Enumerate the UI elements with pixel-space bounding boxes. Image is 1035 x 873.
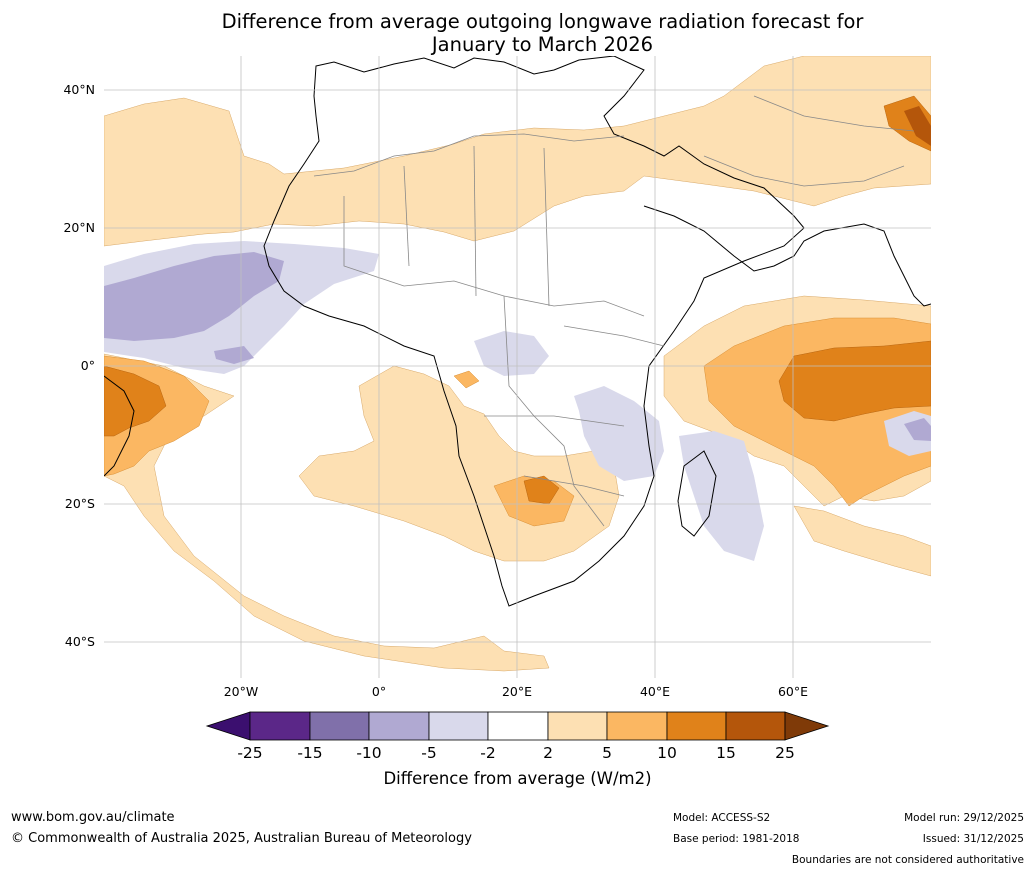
issued-date: Issued: 31/12/2025: [922, 833, 1024, 845]
colorbar-segment: [428, 711, 489, 741]
anomaly-negative-light: [104, 241, 931, 561]
colorbar-extend-high: [784, 711, 830, 741]
country-borders: [313, 95, 915, 527]
colorbar-segment: [309, 711, 370, 741]
chart-title: Difference from average outgoing longwav…: [0, 10, 1035, 56]
colorbar-tick: -5: [421, 744, 437, 762]
title-line-1: Difference from average outgoing longwav…: [221, 10, 864, 33]
colorbar-label: Difference from average (W/m2): [383, 769, 652, 788]
lon-label-40e: 40°E: [639, 684, 671, 699]
anomaly-negative-medium: [104, 252, 931, 441]
gridlines: [104, 56, 931, 678]
colorbar-segment: [249, 711, 311, 741]
lat-label-20s: 20°S: [64, 496, 95, 511]
model-name: Model: ACCESS-S2: [673, 812, 771, 824]
website-link[interactable]: www.bom.gov.au/climate: [11, 810, 175, 825]
lat-label-40s: 40°S: [64, 634, 95, 649]
colorbar-segment: [666, 711, 727, 741]
colorbar-tick: -15: [297, 744, 323, 762]
colorbar-tick: 10: [657, 744, 677, 762]
title-line-2: January to March 2026: [431, 33, 654, 56]
colorbar-tick: 25: [775, 744, 795, 762]
colorbar-tick: -25: [237, 744, 263, 762]
colorbar-tick: -10: [356, 744, 382, 762]
anomaly-positive-very-strong: [904, 106, 931, 146]
lon-label-20w: 20°W: [223, 684, 259, 699]
coastlines: [104, 56, 931, 607]
model-run-date: Model run: 29/12/2025: [904, 812, 1024, 824]
boundaries-disclaimer: Boundaries are not considered authoritat…: [791, 854, 1024, 866]
lon-label-0: 0°: [371, 684, 387, 699]
colorbar-segment: [368, 711, 430, 741]
colorbar-segment: [725, 711, 786, 741]
colorbar-tick: 15: [716, 744, 736, 762]
colorbar: [205, 711, 830, 741]
colorbar-tick: 2: [543, 744, 553, 762]
lat-label-20n: 20°N: [63, 220, 95, 235]
colorbar-segment: [547, 711, 608, 741]
lat-label-40n: 40°N: [63, 82, 95, 97]
base-period: Base period: 1981-2018: [673, 833, 800, 845]
colorbar-segment: [487, 711, 549, 741]
lon-label-60e: 60°E: [777, 684, 809, 699]
colorbar-extend-low: [205, 711, 251, 741]
colorbar-tick: 5: [602, 744, 612, 762]
lon-label-20e: 20°E: [501, 684, 533, 699]
ocean-radiation-map: [104, 56, 931, 678]
lat-label-0: 0°: [80, 358, 95, 373]
copyright-text: © Commonwealth of Australia 2025, Austra…: [11, 831, 472, 846]
colorbar-tick: -2: [480, 744, 496, 762]
colorbar-segment: [606, 711, 668, 741]
